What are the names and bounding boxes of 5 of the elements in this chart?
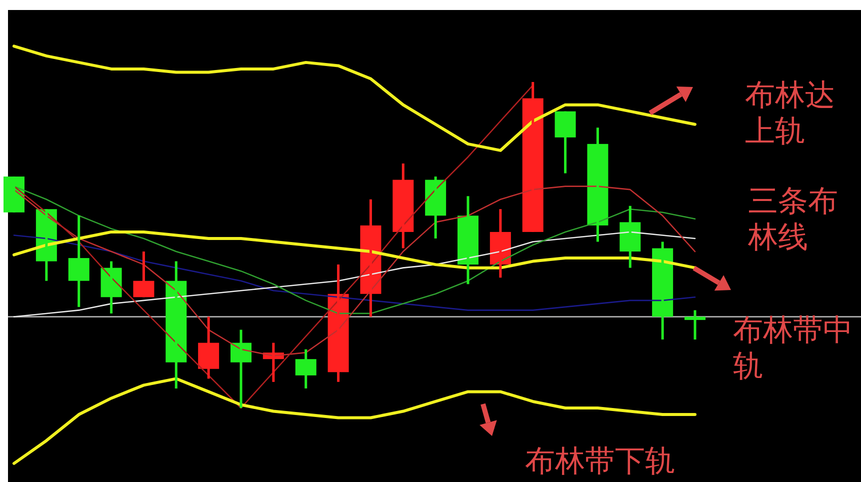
text: 三条布林线	[748, 184, 839, 256]
text: 布林带下轨	[525, 444, 676, 480]
text: 布林带中轨	[733, 313, 854, 385]
candlestick	[684, 308, 706, 341]
text: 布林达上轨	[745, 78, 836, 150]
